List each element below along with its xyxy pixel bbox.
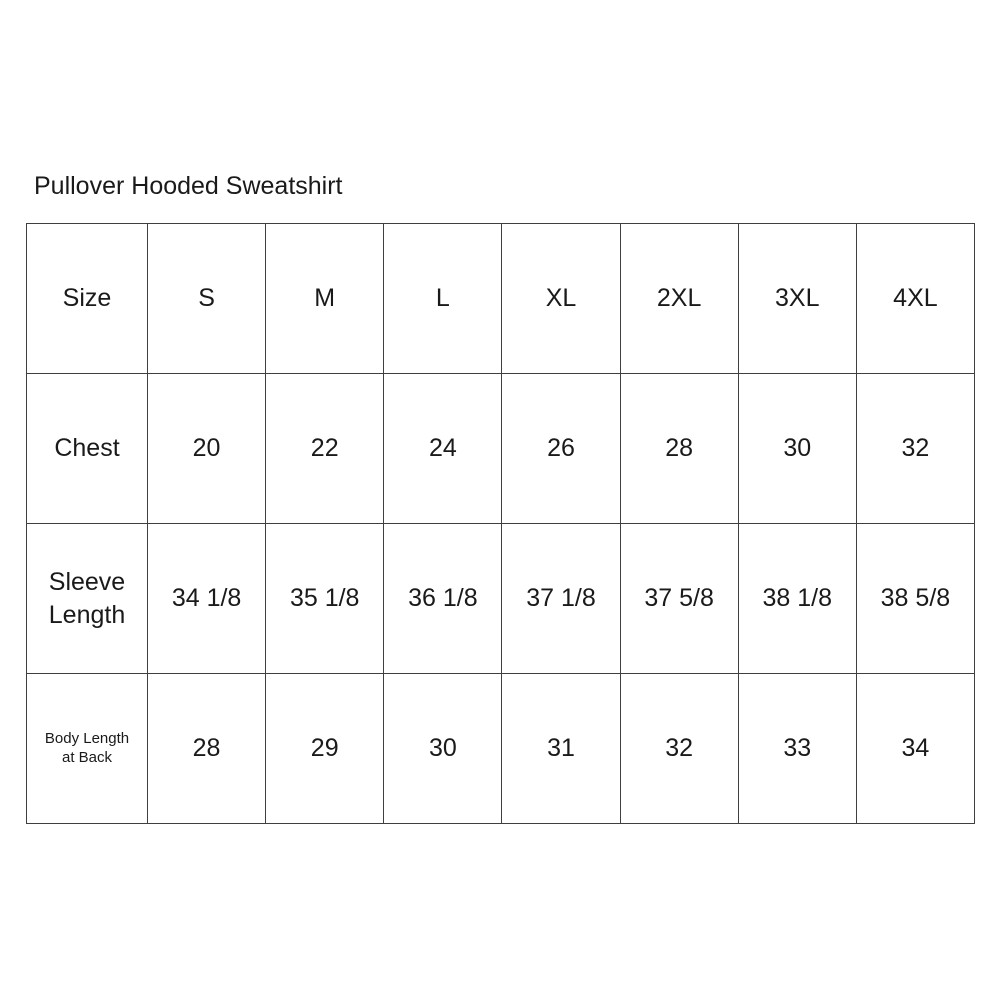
table-cell: 33 — [737, 673, 857, 824]
table-cell: 26 — [501, 373, 621, 524]
column-header: 2XL — [619, 223, 739, 374]
column-header: 3XL — [737, 223, 857, 374]
size-corner-header: Size — [26, 223, 148, 374]
table-cell: 29 — [265, 673, 385, 824]
table-cell: 32 — [619, 673, 739, 824]
table-row: Chest 20 22 24 26 28 30 32 — [26, 373, 976, 524]
table-cell: 36 1/8 — [383, 523, 503, 674]
column-header: M — [265, 223, 385, 374]
table-cell: 28 — [619, 373, 739, 524]
size-chart-table: Size S M L XL 2XL 3XL 4XL Chest 20 22 24 26 28 30 32 Sl… — [26, 223, 976, 824]
table-cell: 32 — [855, 373, 976, 524]
row-label: Sleeve Length — [26, 523, 148, 674]
table-body: Chest 20 22 24 26 28 30 32 Sleeve Length 34 1/8 35… — [26, 373, 976, 824]
table-cell: 37 1/8 — [501, 523, 621, 674]
row-label: Chest — [26, 373, 148, 524]
table-cell: 34 1/8 — [146, 523, 267, 674]
table-cell: 28 — [146, 673, 267, 824]
table-cell: 38 1/8 — [737, 523, 857, 674]
table-cell: 20 — [146, 373, 267, 524]
page-title: Pullover Hooded Sweatshirt — [34, 172, 343, 200]
table-row: Sleeve Length 34 1/8 35 1/8 36 1/8 37 1/8 37 … — [26, 523, 976, 674]
column-header: XL — [501, 223, 621, 374]
table-cell: 37 5/8 — [619, 523, 739, 674]
column-header: S — [146, 223, 267, 374]
column-header: L — [383, 223, 503, 374]
table-cell: 30 — [737, 373, 857, 524]
table-cell: 35 1/8 — [265, 523, 385, 674]
table-cell: 31 — [501, 673, 621, 824]
table-cell: 34 — [855, 673, 976, 824]
header-row: Size S M L XL 2XL 3XL 4XL — [26, 223, 976, 374]
table-cell: 22 — [265, 373, 385, 524]
table-cell: 38 5/8 — [855, 523, 976, 674]
table-cell: 30 — [383, 673, 503, 824]
column-header: 4XL — [855, 223, 976, 374]
table-row: Body Length at Back 28 29 30 31 32 33 34 — [26, 673, 976, 824]
row-label: Body Length at Back — [26, 673, 148, 824]
table-cell: 24 — [383, 373, 503, 524]
